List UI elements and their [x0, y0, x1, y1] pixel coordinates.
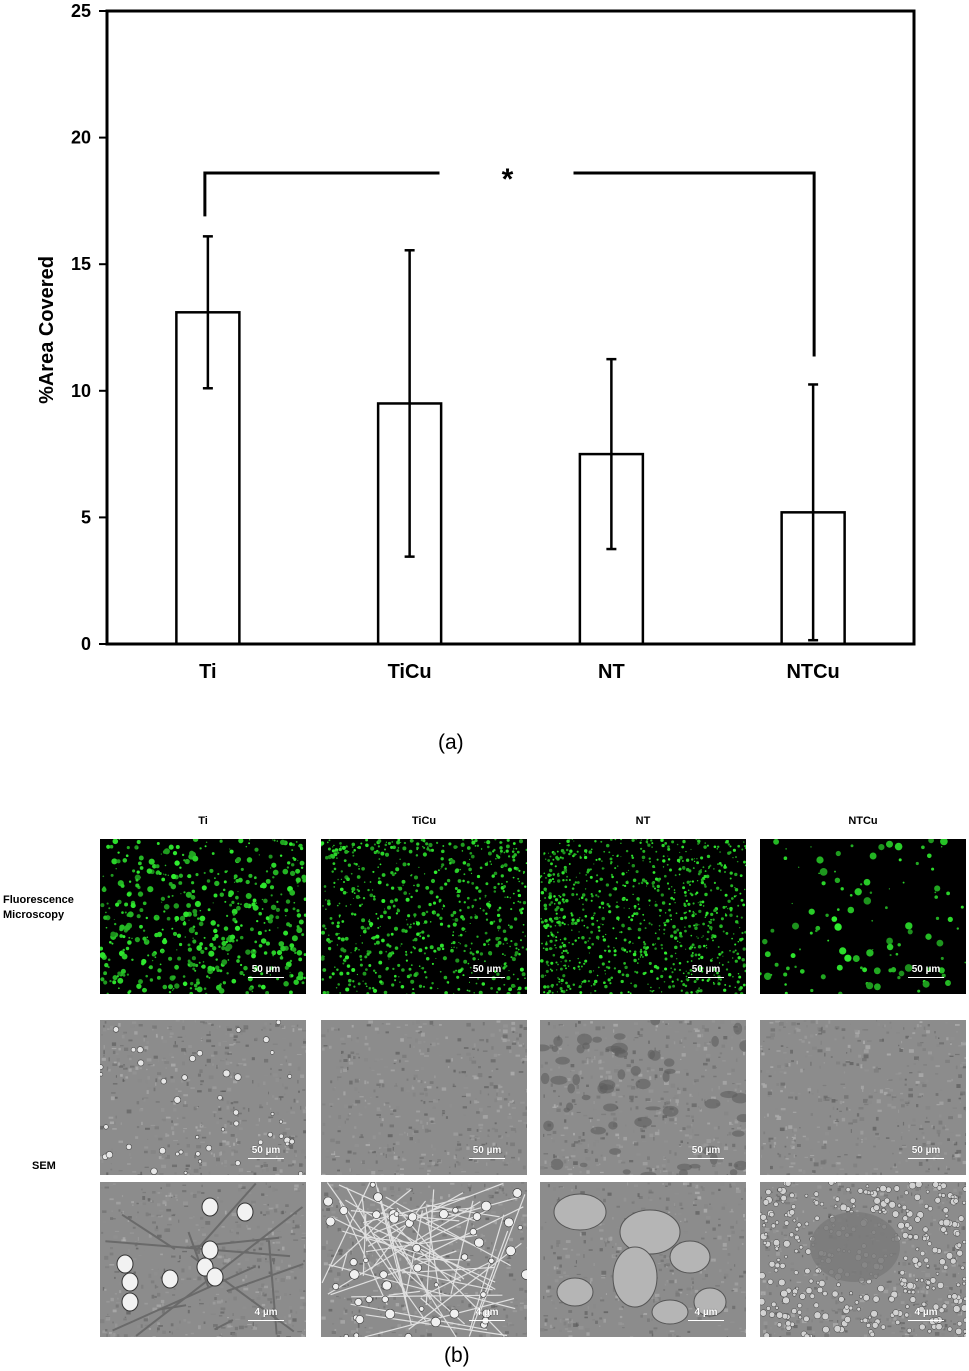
caption-a: (a): [438, 731, 464, 754]
x-tick-label-nt: NT: [598, 661, 625, 683]
fluorescence-image-ticu: 50 µm: [321, 839, 527, 994]
scale-bar: 4 µm: [688, 1307, 724, 1321]
scale-bar: 50 µm: [469, 1145, 505, 1159]
sem-high-image-ti: 4 µm: [100, 1182, 306, 1337]
y-axis: 0 5 10 15 20 25: [71, 1, 107, 654]
scale-bar: 50 µm: [469, 964, 505, 978]
scale-bar: 4 µm: [248, 1307, 284, 1321]
sem-low-image-ntcu: 50 µm: [760, 1020, 966, 1175]
column-head-nt: NT: [635, 815, 651, 827]
y-tick-label: 20: [71, 128, 91, 148]
sem-low-image-nt: 50 µm: [540, 1020, 746, 1175]
bar-chart: 0 5 10 15 20 25 * Ti TiCu NT NTCu %Area Covered: [36, 1, 916, 683]
column-head-ticu: TiCu: [411, 815, 437, 827]
significance-star: *: [502, 163, 514, 196]
y-tick-label: 15: [71, 254, 91, 274]
y-tick-label: 10: [71, 381, 91, 401]
scale-bar: 50 µm: [688, 1145, 724, 1159]
significance-bracket: *: [203, 163, 816, 357]
sem-low-image-ti: 50 µm: [100, 1020, 306, 1175]
bars: [175, 311, 846, 646]
y-tick-label: 0: [81, 634, 91, 654]
scale-bar: 50 µm: [248, 1145, 284, 1159]
x-tick-label-ntcu: NTCu: [786, 661, 839, 683]
sem-high-image-ticu: 4 µm: [321, 1182, 527, 1337]
y-axis-label: %Area Covered: [36, 256, 58, 404]
y-tick-label: 5: [81, 507, 91, 527]
error-bars: [202, 235, 819, 642]
sem-low-image-ticu: 50 µm: [321, 1020, 527, 1175]
caption-b: (b): [444, 1344, 470, 1367]
plot-frame: [105, 9, 916, 646]
scale-bar: 4 µm: [469, 1307, 505, 1321]
sem-high-image-ntcu: 4 µm: [760, 1182, 966, 1337]
bracket-left: [203, 171, 440, 217]
bracket-right: [573, 171, 816, 357]
fluorescence-image-nt: 50 µm: [540, 839, 746, 994]
fluorescence-image-ti: 50 µm: [100, 839, 306, 994]
scale-bar: 50 µm: [908, 964, 944, 978]
row-head-sem: SEM: [32, 1160, 56, 1172]
sem-high-image-nt: 4 µm: [540, 1182, 746, 1337]
x-axis-labels: Ti TiCu NT NTCu: [199, 661, 840, 683]
column-head-ti: Ti: [198, 815, 208, 827]
column-head-ntcu: NTCu: [848, 815, 878, 827]
scale-bar: 50 µm: [248, 964, 284, 978]
x-tick-label-ticu: TiCu: [388, 661, 432, 683]
fluorescence-image-ntcu: 50 µm: [760, 839, 966, 994]
scale-bar: 4 µm: [908, 1307, 944, 1321]
scale-bar: 50 µm: [908, 1145, 944, 1159]
row-head-fluorescence: Fluorescence Microscopy: [3, 894, 74, 921]
y-tick-label: 25: [71, 1, 91, 21]
scale-bar: 50 µm: [688, 964, 724, 978]
x-tick-label-ti: Ti: [199, 661, 216, 683]
